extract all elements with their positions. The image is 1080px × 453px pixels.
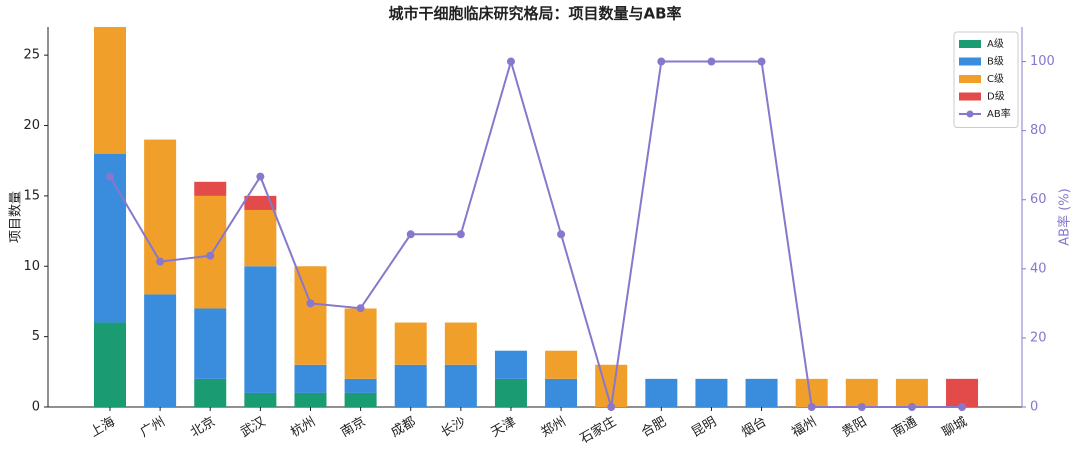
legend-label: D级 bbox=[987, 91, 1005, 103]
rate-point bbox=[106, 172, 114, 181]
bar-segment bbox=[294, 364, 327, 393]
bar-segment bbox=[444, 364, 477, 407]
rate-point bbox=[757, 57, 766, 66]
bar-segment bbox=[194, 378, 227, 407]
x-tick-label: 杭州 bbox=[288, 415, 318, 441]
legend-label: AB率 bbox=[987, 107, 1011, 120]
rate-point bbox=[907, 403, 916, 411]
y2-axis-label: AB率 (%) bbox=[1057, 188, 1073, 245]
bar-segment bbox=[895, 378, 928, 407]
x-tick-label: 烟台 bbox=[739, 415, 769, 441]
bar-segment bbox=[344, 308, 377, 379]
bar-segment bbox=[444, 322, 477, 365]
bar-segment bbox=[946, 378, 979, 407]
x-tick-label: 福州 bbox=[789, 415, 819, 441]
y2-tick-label: 40 bbox=[1030, 261, 1047, 276]
rate-line bbox=[109, 57, 963, 408]
bar-segment bbox=[394, 364, 427, 407]
y2-tick-label: 20 bbox=[1030, 330, 1047, 345]
legend-label: A级 bbox=[987, 38, 1004, 50]
legend-swatch bbox=[959, 75, 981, 83]
bar-segment bbox=[394, 322, 427, 365]
x-tick-label: 天津 bbox=[489, 415, 519, 441]
y2-tick-label: 60 bbox=[1030, 192, 1047, 207]
legend-marker bbox=[966, 110, 974, 118]
rate-point bbox=[456, 230, 465, 239]
rate-point bbox=[406, 230, 415, 239]
rate-point bbox=[557, 230, 566, 239]
bar-segment bbox=[244, 209, 277, 267]
rate-point bbox=[958, 403, 967, 411]
y-tick-label: 10 bbox=[23, 259, 40, 274]
y2-tick-label: 100 bbox=[1030, 54, 1055, 69]
x-tick-label: 合肥 bbox=[639, 415, 669, 441]
x-tick-label: 南京 bbox=[338, 414, 369, 441]
y-tick-label: 0 bbox=[32, 400, 40, 415]
legend-swatch bbox=[959, 57, 981, 66]
bar-segment bbox=[94, 322, 126, 407]
rate-point bbox=[356, 304, 365, 313]
rate-point bbox=[156, 257, 165, 266]
y-tick-label: 25 bbox=[23, 48, 40, 63]
y-tick-label: 5 bbox=[32, 329, 40, 344]
bar-segment bbox=[94, 153, 126, 323]
x-tick-label: 广州 bbox=[138, 415, 168, 441]
rate-point bbox=[657, 57, 666, 66]
legend-swatch bbox=[959, 92, 981, 101]
bar-segment bbox=[695, 378, 728, 407]
y2-tick-label: 0 bbox=[1030, 400, 1038, 415]
rate-point bbox=[306, 299, 315, 308]
y2-tick-label: 80 bbox=[1030, 123, 1047, 138]
x-tick-label: 石家庄 bbox=[577, 414, 619, 447]
bar-segment bbox=[144, 139, 177, 295]
x-tick-label: 贵阳 bbox=[840, 415, 870, 441]
x-tick-label: 上海 bbox=[88, 415, 118, 441]
y-tick-label: 20 bbox=[23, 118, 40, 133]
x-tick-label: 南通 bbox=[889, 414, 920, 441]
legend-label: B级 bbox=[987, 56, 1004, 68]
bar-segment bbox=[294, 392, 327, 407]
rate-point bbox=[857, 403, 866, 411]
bar-segment bbox=[745, 378, 778, 407]
rate-point bbox=[607, 403, 616, 411]
legend-swatch bbox=[959, 40, 981, 48]
legend-box bbox=[953, 31, 1019, 128]
rate-point bbox=[707, 57, 716, 66]
bar-segment bbox=[344, 392, 377, 407]
bar-segment bbox=[545, 350, 578, 379]
bar-segment bbox=[94, 27, 126, 154]
x-tick-label: 长沙 bbox=[439, 415, 469, 441]
rate-point bbox=[807, 403, 816, 411]
y-axis-label: 项目数量 bbox=[9, 191, 24, 243]
x-tick-label: 昆明 bbox=[689, 415, 719, 441]
bar-segment bbox=[194, 308, 227, 379]
x-tick-label: 成都 bbox=[388, 415, 418, 441]
x-tick-label: 北京 bbox=[188, 415, 218, 441]
bar-segment bbox=[494, 378, 527, 407]
bar-segment bbox=[344, 378, 377, 393]
bar-segment bbox=[144, 294, 177, 407]
x-tick-label: 郑州 bbox=[539, 415, 569, 441]
bar-segment bbox=[294, 266, 327, 365]
y-tick-label: 15 bbox=[23, 188, 40, 203]
bar-segment bbox=[845, 378, 878, 407]
bar-segment bbox=[545, 378, 578, 407]
rate-point bbox=[206, 251, 215, 260]
x-tick-label: 聊城 bbox=[940, 415, 970, 441]
bar-segment bbox=[645, 378, 678, 407]
rate-point bbox=[506, 57, 515, 66]
chart-title: 城市干细胞临床研究格局：项目数量与AB率 bbox=[388, 5, 681, 23]
bar-segment bbox=[194, 181, 227, 196]
x-tick-label: 武汉 bbox=[238, 415, 268, 441]
bar-segment bbox=[244, 266, 277, 393]
legend-label: C级 bbox=[987, 73, 1004, 85]
rate-point bbox=[256, 172, 265, 181]
bar-segment bbox=[244, 392, 277, 407]
bar-segment bbox=[494, 350, 527, 379]
